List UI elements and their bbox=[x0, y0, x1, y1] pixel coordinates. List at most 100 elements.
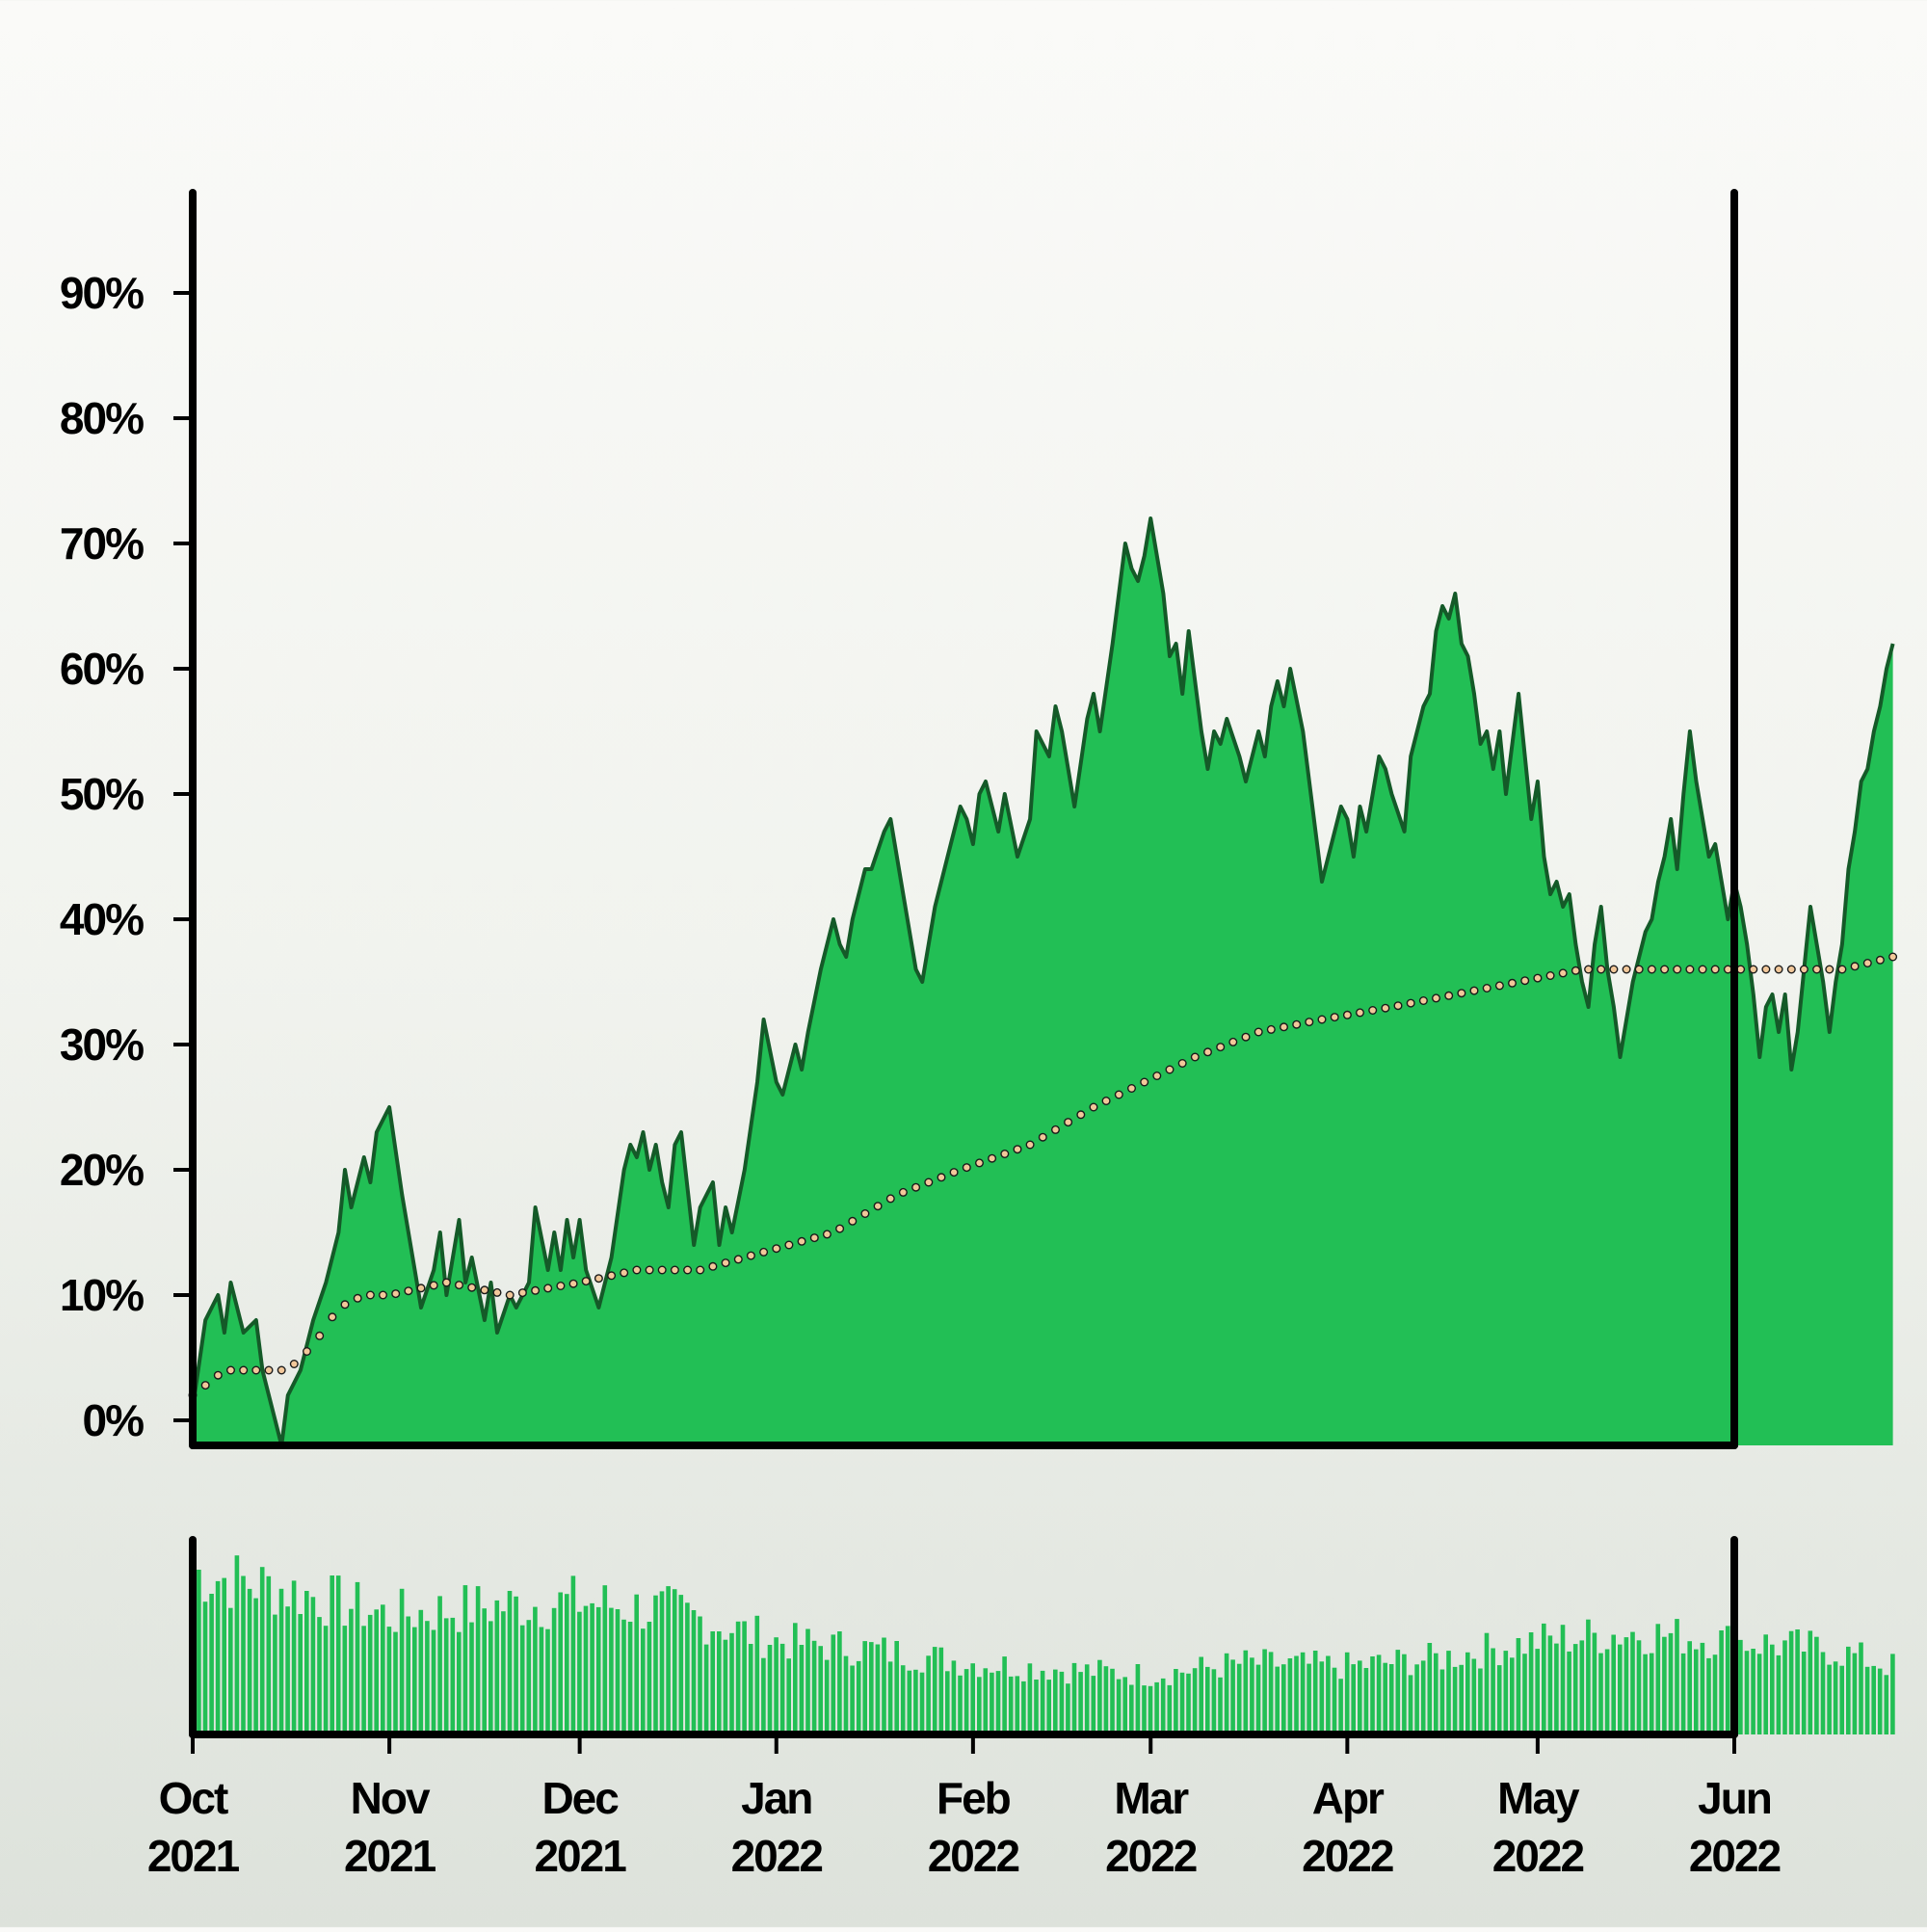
axes bbox=[173, 189, 1738, 1754]
volume-bar bbox=[837, 1631, 842, 1734]
moving-average-point bbox=[365, 1290, 375, 1300]
volume-bar bbox=[1542, 1623, 1546, 1734]
volume-bar bbox=[253, 1598, 258, 1734]
moving-average-point bbox=[657, 1265, 667, 1275]
volume-bar bbox=[767, 1645, 773, 1734]
moving-average-point bbox=[568, 1279, 578, 1288]
volume-bar bbox=[1427, 1643, 1433, 1734]
volume-bar bbox=[1420, 1660, 1426, 1734]
volume-bar bbox=[1623, 1637, 1629, 1734]
moving-average-point bbox=[1202, 1047, 1212, 1057]
moving-average-point bbox=[1761, 965, 1771, 974]
volume-bar bbox=[672, 1589, 677, 1734]
volume-bar bbox=[875, 1644, 881, 1734]
volume-bar bbox=[1174, 1669, 1178, 1734]
volume-bar bbox=[1148, 1685, 1153, 1734]
moving-average-point bbox=[683, 1265, 693, 1275]
moving-average-point bbox=[1584, 965, 1594, 974]
volume-bar bbox=[1852, 1653, 1858, 1734]
volume-bar bbox=[1294, 1655, 1299, 1734]
moving-average-point bbox=[1381, 1003, 1390, 1013]
volume-bar bbox=[703, 1644, 709, 1734]
x-tick-label-year: 2022 bbox=[731, 1831, 823, 1881]
volume-bar bbox=[431, 1629, 436, 1734]
volume-bar bbox=[990, 1672, 994, 1734]
volume-bar bbox=[698, 1616, 702, 1734]
moving-average-point bbox=[239, 1365, 249, 1375]
moving-average-point bbox=[1418, 995, 1428, 1005]
volume-bar bbox=[1478, 1668, 1483, 1734]
moving-average-point bbox=[1786, 965, 1796, 974]
volume-bar bbox=[209, 1594, 214, 1734]
volume-bar bbox=[1351, 1664, 1356, 1734]
volume-bar bbox=[291, 1580, 297, 1734]
volume-bar bbox=[1230, 1659, 1235, 1734]
volume-bar bbox=[462, 1585, 468, 1734]
moving-average-point bbox=[911, 1182, 921, 1192]
volume-bar bbox=[1846, 1646, 1851, 1734]
moving-average-point bbox=[848, 1216, 858, 1226]
moving-average-point bbox=[1507, 978, 1517, 988]
volume-bar bbox=[285, 1606, 290, 1734]
moving-average-point bbox=[1368, 1005, 1378, 1015]
moving-average-point bbox=[1228, 1037, 1238, 1046]
volume-bar bbox=[501, 1611, 506, 1734]
moving-average-point bbox=[898, 1187, 908, 1197]
volume-bar bbox=[1706, 1657, 1711, 1734]
volume-bar bbox=[1046, 1680, 1051, 1734]
volume-bar bbox=[406, 1616, 410, 1734]
volume-bar bbox=[856, 1660, 861, 1734]
volume-bar bbox=[710, 1631, 715, 1734]
volume-bar bbox=[621, 1619, 626, 1734]
volume-bar bbox=[437, 1596, 442, 1734]
volume-bar bbox=[469, 1622, 474, 1734]
volume-bar bbox=[1808, 1630, 1813, 1734]
volume-bar bbox=[945, 1671, 950, 1734]
volume-bar bbox=[1338, 1679, 1343, 1734]
moving-average-point bbox=[607, 1271, 617, 1281]
volume-bar bbox=[1071, 1662, 1077, 1734]
moving-average-point bbox=[429, 1281, 438, 1290]
volume-bar bbox=[1002, 1656, 1007, 1734]
volume-bar bbox=[1788, 1630, 1794, 1734]
volume-bar bbox=[1484, 1632, 1490, 1734]
volume-bar bbox=[558, 1592, 563, 1734]
volume-bar bbox=[1332, 1667, 1337, 1734]
moving-average-point bbox=[1597, 965, 1606, 974]
x-tick-label-month: Oct bbox=[159, 1773, 228, 1823]
volume-bar bbox=[1262, 1649, 1267, 1734]
moving-average-point bbox=[264, 1365, 274, 1375]
moving-average-point bbox=[1406, 998, 1415, 1008]
moving-average-point bbox=[1254, 1027, 1263, 1037]
volume-bar bbox=[1383, 1662, 1387, 1734]
moving-average-point bbox=[1152, 1071, 1162, 1080]
moving-average-point bbox=[1025, 1140, 1035, 1150]
volume-bar bbox=[1572, 1644, 1578, 1734]
volume-bar bbox=[1859, 1642, 1863, 1734]
moving-average-point bbox=[556, 1281, 566, 1290]
moving-average-point bbox=[200, 1381, 210, 1390]
volume-bar bbox=[1801, 1652, 1807, 1734]
volume-bar bbox=[1738, 1639, 1743, 1734]
volume-bar bbox=[234, 1555, 240, 1734]
moving-average-point bbox=[1140, 1077, 1149, 1087]
moving-average-point bbox=[1469, 986, 1479, 995]
volume-bar bbox=[1439, 1669, 1445, 1734]
moving-average-point bbox=[1634, 965, 1644, 974]
area-fill bbox=[193, 518, 1893, 1445]
x-tick-label-year: 2021 bbox=[147, 1831, 240, 1881]
x-tick-label-month: Feb bbox=[937, 1773, 1011, 1823]
volume-bar bbox=[1700, 1642, 1705, 1734]
volume-bar bbox=[761, 1657, 766, 1734]
moving-average-point bbox=[733, 1255, 743, 1264]
volume-bar bbox=[1135, 1664, 1141, 1734]
volume-bar bbox=[1547, 1635, 1553, 1734]
volume-bar bbox=[729, 1632, 734, 1734]
moving-average-point bbox=[517, 1288, 527, 1298]
y-tick-label: 70% bbox=[60, 518, 144, 569]
moving-average-point bbox=[1000, 1149, 1010, 1158]
volume-bar bbox=[1776, 1654, 1782, 1734]
volume-bar bbox=[304, 1591, 309, 1734]
volume-bar bbox=[1839, 1665, 1844, 1734]
moving-average-point bbox=[467, 1283, 477, 1292]
